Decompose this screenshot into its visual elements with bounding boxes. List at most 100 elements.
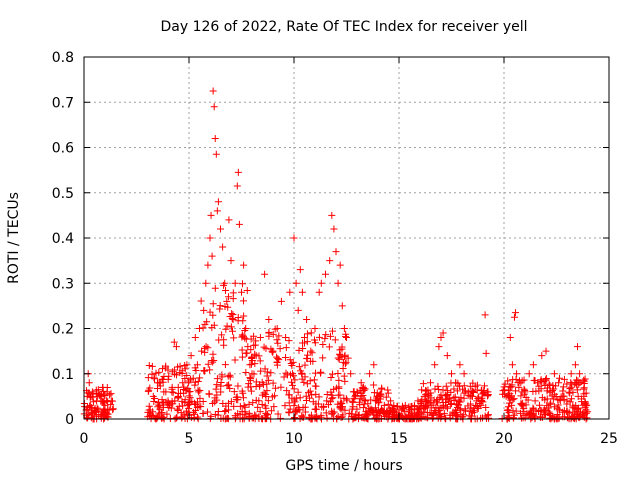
data-point (568, 380, 576, 388)
data-point (157, 414, 165, 422)
data-point (200, 306, 208, 314)
data-point (371, 414, 379, 422)
data-point (384, 389, 392, 397)
data-point (207, 211, 215, 219)
data-point (248, 370, 256, 378)
data-point (262, 344, 270, 352)
data-point (574, 405, 582, 413)
data-point (269, 379, 277, 387)
data-point (206, 234, 214, 242)
data-point (559, 383, 567, 391)
data-point (531, 397, 539, 405)
data-point (373, 394, 381, 402)
data-point (212, 150, 220, 158)
data-point (581, 400, 589, 408)
data-point (170, 366, 178, 374)
data-point (417, 414, 425, 422)
data-point (507, 383, 515, 391)
data-point (294, 306, 302, 314)
data-point (560, 375, 568, 383)
data-point (519, 399, 527, 407)
data-point (222, 407, 230, 415)
data-point (428, 414, 436, 422)
data-point (221, 302, 229, 310)
data-point (456, 398, 464, 406)
data-point (335, 355, 343, 363)
data-point (319, 341, 327, 349)
data-point (229, 289, 237, 297)
data-point (455, 397, 463, 405)
data-point (158, 365, 166, 373)
data-point (221, 279, 229, 287)
data-point (315, 288, 323, 296)
data-point (446, 411, 454, 419)
data-point (427, 401, 435, 409)
data-point (186, 394, 194, 402)
data-point (424, 386, 432, 394)
data-point (271, 384, 279, 392)
data-point (258, 401, 266, 409)
data-point (351, 393, 359, 401)
data-point (262, 404, 270, 412)
data-point (580, 392, 588, 400)
data-point (275, 356, 283, 364)
y-tick-label: 0 (65, 412, 74, 428)
data-point (183, 407, 191, 415)
data-point (419, 380, 427, 388)
data-point (360, 386, 368, 394)
data-point (273, 325, 281, 332)
data-point (317, 279, 325, 287)
data-point (435, 386, 443, 394)
data-point (317, 413, 325, 421)
data-point (239, 317, 247, 325)
data-point (286, 288, 294, 296)
data-point (525, 370, 533, 378)
data-point (481, 412, 489, 420)
y-tick-label: 0.4 (52, 231, 74, 247)
data-point (531, 414, 539, 422)
data-point (449, 408, 457, 416)
data-point (99, 398, 107, 406)
data-point (245, 400, 253, 408)
data-point (201, 320, 209, 328)
data-point (424, 414, 432, 422)
data-point (467, 414, 475, 422)
data-point (84, 414, 92, 422)
data-point (230, 334, 238, 342)
data-point (395, 406, 403, 414)
data-point (145, 406, 153, 414)
data-point (359, 404, 367, 412)
data-point (217, 382, 225, 390)
data-point (341, 360, 349, 368)
data-point (337, 413, 345, 421)
data-point (220, 341, 228, 349)
data-point (228, 310, 236, 318)
data-point (273, 336, 281, 344)
data-point (283, 387, 291, 395)
data-point (547, 399, 555, 407)
data-point (334, 369, 342, 377)
data-point (335, 376, 343, 384)
data-point (200, 367, 208, 375)
data-point (228, 315, 236, 323)
data-point (389, 404, 397, 412)
data-point (219, 243, 227, 251)
data-point (227, 398, 235, 406)
data-point (218, 371, 226, 379)
data-point (265, 376, 273, 384)
data-point (480, 382, 488, 390)
data-point (276, 345, 284, 353)
data-point (148, 411, 156, 419)
data-point (269, 330, 277, 338)
data-point (244, 343, 252, 351)
data-point (483, 388, 491, 396)
data-point (563, 397, 571, 405)
data-point (329, 414, 337, 422)
data-point (263, 410, 271, 418)
data-point (209, 87, 217, 95)
data-point (508, 401, 516, 409)
data-point (281, 402, 289, 410)
data-point (105, 406, 113, 414)
data-point (469, 379, 477, 387)
data-point (197, 403, 205, 411)
